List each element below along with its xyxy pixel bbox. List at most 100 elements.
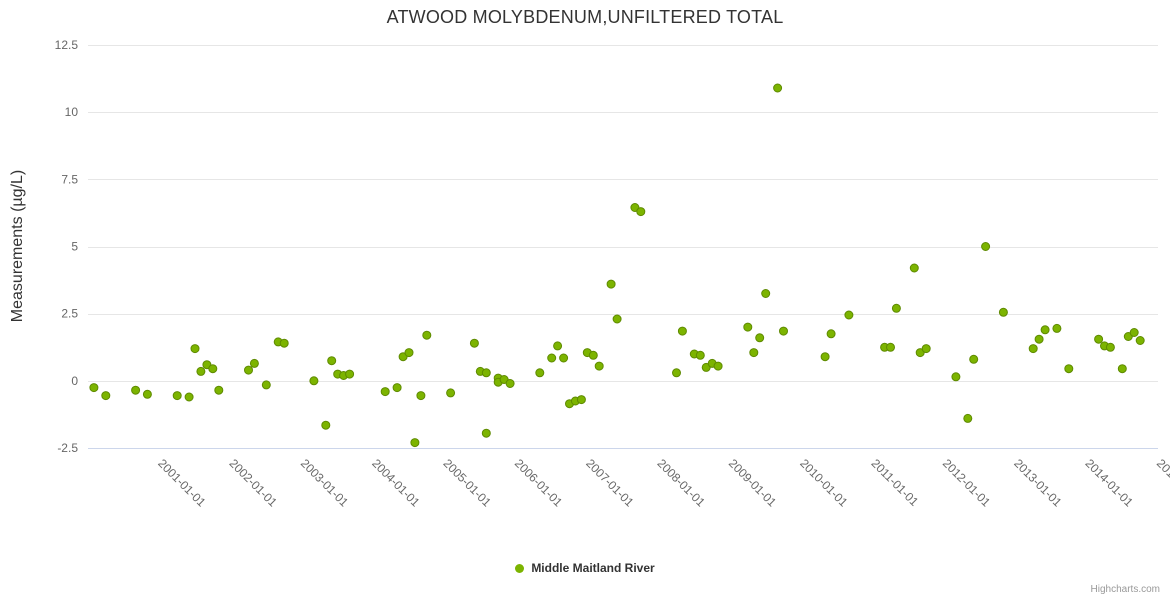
x-axis-label: 2015-01-01: [1154, 456, 1170, 510]
data-point[interactable]: [190, 344, 200, 354]
x-axis-label: 2009-01-01: [726, 456, 780, 510]
y-axis-label: -2.5: [57, 441, 78, 455]
data-point[interactable]: [1034, 334, 1044, 344]
x-axis-label: 2010-01-01: [797, 456, 851, 510]
data-point[interactable]: [244, 365, 253, 375]
data-point[interactable]: [779, 326, 788, 336]
data-point[interactable]: [184, 392, 194, 402]
data-point[interactable]: [588, 350, 598, 360]
data-point[interactable]: [309, 376, 319, 386]
data-point[interactable]: [677, 326, 687, 336]
data-point[interactable]: [1028, 344, 1038, 354]
data-point[interactable]: [553, 341, 563, 351]
data-point[interactable]: [820, 352, 830, 362]
data-point[interactable]: [998, 307, 1008, 317]
data-point[interactable]: [886, 342, 895, 352]
data-point[interactable]: [612, 314, 622, 324]
data-point[interactable]: [392, 383, 402, 393]
y-axis-label: 12.5: [55, 38, 79, 52]
data-point[interactable]: [695, 350, 705, 360]
data-point[interactable]: [981, 242, 991, 251]
data-point[interactable]: [422, 330, 432, 340]
y-axis-label: 2.5: [61, 307, 78, 321]
data-point[interactable]: [844, 310, 854, 320]
data-point[interactable]: [761, 289, 771, 298]
data-point[interactable]: [1105, 342, 1115, 352]
data-point[interactable]: [446, 388, 456, 398]
data-point[interactable]: [327, 356, 337, 366]
data-point[interactable]: [559, 353, 569, 363]
x-axis-label: 2001-01-01: [155, 456, 209, 510]
data-point[interactable]: [380, 387, 390, 397]
data-point[interactable]: [89, 383, 99, 393]
data-point[interactable]: [345, 369, 355, 379]
data-point[interactable]: [1094, 334, 1104, 344]
data-point[interactable]: [576, 395, 586, 405]
data-point[interactable]: [921, 344, 931, 354]
data-point[interactable]: [672, 368, 681, 378]
data-point[interactable]: [743, 322, 753, 332]
data-point[interactable]: [606, 279, 616, 289]
data-point[interactable]: [1052, 323, 1062, 333]
data-point[interactable]: [547, 353, 557, 363]
credits-link[interactable]: Highcharts.com: [1090, 584, 1160, 595]
data-point[interactable]: [1129, 328, 1139, 337]
data-point[interactable]: [535, 368, 545, 378]
data-point[interactable]: [963, 413, 973, 423]
x-axis-label: 2003-01-01: [298, 456, 352, 510]
data-point[interactable]: [1135, 336, 1145, 345]
data-point[interactable]: [261, 380, 271, 390]
data-point[interactable]: [321, 420, 331, 430]
legend-label: Middle Maitland River: [531, 561, 655, 575]
data-point[interactable]: [416, 391, 426, 401]
data-point[interactable]: [410, 438, 420, 448]
y-axis-label: 5: [71, 240, 78, 254]
y-axis-label: 0: [71, 374, 78, 388]
legend-item-middle-maitland-river[interactable]: Middle Maitland River: [515, 561, 655, 575]
data-point[interactable]: [773, 83, 783, 93]
data-point[interactable]: [172, 391, 182, 401]
y-axis-label: 7.5: [61, 172, 78, 186]
data-point[interactable]: [636, 207, 646, 217]
x-axis-label: 2012-01-01: [940, 456, 994, 510]
data-point[interactable]: [208, 364, 218, 374]
data-point[interactable]: [101, 391, 111, 401]
data-point[interactable]: [826, 329, 836, 339]
data-point[interactable]: [404, 348, 414, 358]
chart-title: ATWOOD MOLYBDENUM,UNFILTERED TOTAL: [386, 7, 784, 27]
data-point[interactable]: [505, 379, 515, 388]
x-axis-label: 2011-01-01: [869, 456, 922, 509]
y-axis-title: Measurements (µg/L): [9, 170, 26, 322]
data-point[interactable]: [249, 358, 259, 368]
plot-area: -2.5 0 2.5 5 7.5 10 12.5 2001-01-01 2002-01-01 20…: [55, 38, 1170, 510]
y-axis-label: 10: [65, 105, 79, 119]
legend: Middle Maitland River: [0, 561, 1170, 575]
data-point[interactable]: [214, 385, 224, 395]
data-point[interactable]: [469, 338, 479, 348]
data-point[interactable]: [131, 385, 141, 395]
data-point[interactable]: [1117, 364, 1127, 374]
legend-marker-icon: [515, 563, 525, 573]
data-point[interactable]: [279, 338, 289, 348]
data-point[interactable]: [481, 428, 491, 438]
data-point[interactable]: [1064, 364, 1074, 374]
data-point[interactable]: [142, 389, 152, 399]
data-point[interactable]: [196, 366, 206, 376]
data-point[interactable]: [909, 263, 919, 273]
data-point[interactable]: [713, 361, 723, 371]
data-point[interactable]: [891, 303, 901, 313]
data-point[interactable]: [749, 348, 759, 358]
x-axis-label: 2008-01-01: [655, 456, 709, 510]
x-axis-label: 2013-01-01: [1011, 456, 1065, 510]
x-axis-label: 2007-01-01: [583, 456, 637, 510]
data-point[interactable]: [1040, 325, 1050, 335]
data-point[interactable]: [755, 333, 765, 343]
data-point[interactable]: [481, 368, 491, 378]
data-point[interactable]: [594, 361, 604, 371]
data-point[interactable]: [951, 372, 961, 382]
x-axis-label: 2014-01-01: [1083, 456, 1137, 510]
data-point[interactable]: [969, 354, 979, 364]
x-axis-label: 2002-01-01: [227, 456, 281, 510]
